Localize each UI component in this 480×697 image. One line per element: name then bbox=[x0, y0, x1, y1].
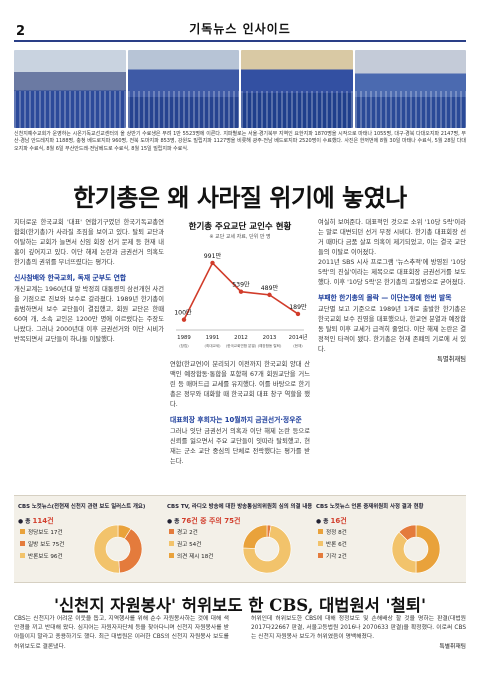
x-tick-label: 2012 bbox=[234, 335, 248, 341]
graduation-photo-1 bbox=[14, 50, 126, 128]
legend-swatch bbox=[169, 553, 174, 558]
article-column-2: 연합(한교연)이 분리되기 이전까지 한국교회 양대 산맥인 예장합동·통합을 … bbox=[170, 360, 310, 467]
panel-title: CBS TV, 라디오 방송에 대한 방송통심의위원회 심의 의결 내용 bbox=[167, 504, 313, 510]
x-tick-sublabel: (한국교회연합 분열) bbox=[226, 343, 257, 348]
x-tick-label: 1989 bbox=[177, 335, 191, 341]
article-column-3: 여실히 보여준다. 대표적인 것으로 소위 '10당 5락'이라는 말로 대변되… bbox=[318, 218, 466, 365]
subheading: 대표회장 후회자는 10월까지 금권선거·정우준 bbox=[170, 416, 302, 424]
data-point bbox=[238, 289, 244, 294]
donut-slice bbox=[398, 524, 417, 541]
legend-label: 기각 2건 bbox=[326, 552, 347, 560]
legend-swatch bbox=[318, 553, 323, 558]
photo-strip bbox=[14, 50, 466, 128]
paragraph: 개신교계는 1960년대 말 박정희 대통령의 삼선개헌 사건을 기점으로 진보… bbox=[14, 286, 164, 343]
donut-slice bbox=[415, 524, 441, 574]
data-point bbox=[295, 311, 301, 317]
graduation-photo-2 bbox=[127, 50, 239, 128]
legend-label: 의견 제시 18건 bbox=[177, 552, 213, 560]
x-tick-label: 2013 bbox=[263, 335, 277, 341]
byline: 특별취재팀 bbox=[437, 356, 466, 363]
legend-swatch bbox=[20, 553, 25, 558]
donut-slice bbox=[242, 524, 268, 549]
chart-svg: 100만 1989 (창립) 991만 1991 (최대교세) 539만 2012 (한국교회연… bbox=[174, 252, 308, 348]
data-point bbox=[267, 292, 272, 298]
x-tick-label: 1991 bbox=[206, 335, 220, 341]
legend-label: 정당보도 17건 bbox=[28, 529, 63, 536]
legend-label: 정정 8건 bbox=[326, 529, 347, 536]
x-tick-sublabel: (현재) bbox=[293, 343, 303, 348]
x-tick-sublabel: (예장합동 탈퇴) bbox=[258, 343, 282, 348]
paragraph: 교단별 보고 기준으로 1989년 1개로 출발한 한기총은 한국교회 보수 진… bbox=[318, 306, 466, 353]
donut-slice bbox=[93, 524, 120, 574]
page-number: 2 bbox=[16, 24, 26, 39]
legend-swatch bbox=[20, 541, 25, 546]
x-tick-sublabel: (최대교세) bbox=[204, 343, 221, 348]
legend-swatch bbox=[169, 541, 174, 546]
bottom-article-left: CBS는 신천지가 어려운 이웃을 돕고, 지역행사를 위해 순수 자원봉사하는… bbox=[14, 616, 229, 650]
paragraph: 여실히 보여준다. 대표적인 것으로 소위 '10당 5락'이라는 말로 대변되… bbox=[318, 219, 466, 256]
panel-title: CBS 노컷뉴스 언론 중재위원회 사정 결과 현황 bbox=[316, 504, 424, 510]
infographic-band: CBS 노컷뉴스(전현재 신천지 관련 보도 일러스트 개요) ● 총 114건… bbox=[14, 495, 466, 583]
paragraph: 허위인데 허위보도한 CBS에 대해 정정보도 및 손해배상 할 것을 명하는 … bbox=[251, 616, 466, 641]
chart-title: 한기총 주요교단 교인수 현황 bbox=[188, 222, 292, 232]
x-tick-sublabel: (창립) bbox=[179, 343, 189, 348]
header-rule bbox=[14, 40, 466, 42]
membership-chart: 100만 1989 (창립) 991만 1991 (최대교세) 539만 2012 (한국교회연… bbox=[170, 218, 310, 358]
x-tick-label: 2014년 bbox=[289, 333, 308, 341]
panel-title: CBS 노컷뉴스(전현재 신천지 관련 보도 일러스트 개요) bbox=[18, 504, 146, 510]
infographic-panel-3: CBS 노컷뉴스 언론 중재위원회 사정 결과 현황 ● 총 16건 정정 8건… bbox=[316, 502, 462, 578]
data-label: 991만 bbox=[204, 252, 222, 260]
data-point bbox=[181, 317, 187, 322]
legend-label: 일방 보도 75건 bbox=[28, 540, 64, 548]
legend-label: 경고 2건 bbox=[177, 529, 198, 536]
subheading: 부패한 한기총의 몰락 — 이단논쟁에 한번 발목 bbox=[318, 294, 452, 302]
panel-stat: ● 총 16건 bbox=[316, 517, 347, 525]
data-label: 489만 bbox=[261, 284, 279, 292]
paragraph: 연합(한교연)이 분리되기 이전까지 한국교회 양대 산맥인 예장합동·통합을 … bbox=[170, 361, 310, 408]
legend-swatch bbox=[20, 529, 25, 534]
bottom-headline: '신천지 자원봉사' 허위보도 한 CBS, 대법원서 '철퇴' bbox=[53, 596, 427, 615]
infographic-panel-1: CBS 노컷뉴스(전현재 신천지 관련 보도 일러스트 개요) ● 총 114건… bbox=[18, 502, 164, 578]
paragraph: 그러나 잇단 금권선거 의혹과 이단 해제 논란 등으로 신뢰를 잃으면서 주요… bbox=[170, 428, 310, 465]
graduation-photo-3 bbox=[241, 50, 353, 128]
chart-note: ※ 교단 교세 자료, 단위 만 명 bbox=[209, 234, 271, 240]
legend-swatch bbox=[169, 529, 174, 534]
data-label: 189만 bbox=[289, 303, 307, 311]
main-headline: 한기총은 왜 사라질 위기에 놓였나 bbox=[73, 183, 407, 212]
bottom-article-right: 허위인데 허위보도한 CBS에 대해 정정보도 및 손해배상 할 것을 명하는 … bbox=[251, 615, 466, 652]
donut-slice bbox=[391, 531, 417, 574]
byline: 특별취재팀 bbox=[439, 643, 466, 650]
legend-label: 권고 54건 bbox=[177, 540, 201, 548]
panel-stat: ● 총 76건 중 주의 75건 bbox=[167, 517, 241, 525]
legend-label: 반론 6건 bbox=[326, 540, 347, 548]
legend-label: 반론보도 96건 bbox=[28, 552, 63, 560]
donut-slice bbox=[242, 524, 292, 574]
page-header: 2 기독뉴스 인사이드 bbox=[0, 0, 480, 44]
subheading: 신사참배와 한국교회, 독재 군부도 연합 bbox=[14, 274, 127, 282]
photo-caption: 신천지예수교회가 운영하는 시온기독교선교센터의 올 상반기 수료생은 무려 1… bbox=[14, 131, 466, 152]
graduation-photo-4 bbox=[354, 50, 466, 128]
panel-stat: ● 총 114건 bbox=[18, 517, 54, 525]
legend-swatch bbox=[318, 541, 323, 546]
data-point bbox=[210, 260, 215, 266]
publication-title: 기독뉴스 인사이드 bbox=[189, 22, 291, 36]
paragraph: 2011년 SBS 시사 프로그램 '뉴스추적'에 방영된 '10당 5락'의 … bbox=[318, 259, 466, 286]
paragraph: 지터로운 한국교회 '대표' 연합기구였던 한국기독교총연합회(한기총)가 사라… bbox=[14, 219, 164, 266]
legend-swatch bbox=[318, 529, 323, 534]
article-column-1: 지터로운 한국교회 '대표' 연합기구였던 한국기독교총연합회(한기총)가 사라… bbox=[14, 218, 164, 345]
infographic-panel-2: CBS TV, 라디오 방송에 대한 방송통심의위원회 심의 의결 내용 ● 총… bbox=[167, 502, 313, 578]
data-label: 100만 bbox=[174, 309, 192, 317]
data-label: 539만 bbox=[232, 281, 250, 289]
